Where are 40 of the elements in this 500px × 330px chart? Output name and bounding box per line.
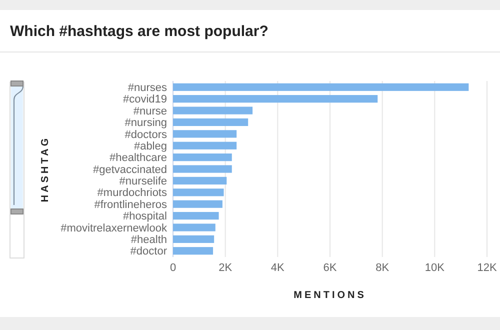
bar <box>173 130 237 138</box>
bar <box>173 247 214 255</box>
y-tick-label: #frontlineheros <box>94 198 168 211</box>
bar <box>173 176 227 184</box>
bar <box>173 200 222 208</box>
bar <box>173 212 219 220</box>
y-tick-label: #nurselife <box>119 176 167 188</box>
y-tick-label: #doctors <box>124 128 168 141</box>
y-axis-title: HASHTAG <box>40 136 51 202</box>
bar <box>173 106 253 114</box>
bar <box>173 188 224 196</box>
x-tick-label: 2K <box>218 262 233 274</box>
x-tick-label: 6K <box>323 262 338 274</box>
y-tick-label: #covid19 <box>122 94 167 106</box>
bar <box>173 165 232 173</box>
y-tick-label: #hospital <box>122 210 167 223</box>
y-tick-label: #nursing <box>124 117 167 130</box>
y-tick-label: #nurses <box>128 82 168 94</box>
y-tick-label: #movitrelaxernewlook <box>60 222 168 234</box>
bar <box>173 224 216 232</box>
x-axis-title: MENTIONS <box>294 290 366 301</box>
y-tick-label: #doctor <box>130 246 168 258</box>
x-tick-label: 0 <box>170 262 176 274</box>
y-tick-label: #health <box>130 234 167 246</box>
bar <box>173 235 214 243</box>
y-tick-label: #murdochriots <box>97 187 168 200</box>
y-tick-label: #getvaccinated <box>93 164 167 176</box>
x-tick-label: 4K <box>270 262 286 274</box>
bar <box>173 118 248 126</box>
x-tick-label: 12K <box>477 262 498 274</box>
x-tick-label: 10K <box>424 262 446 274</box>
y-tick-label: #healthcare <box>110 152 167 164</box>
bar <box>173 95 378 103</box>
y-tick-label: #ableg <box>134 140 167 152</box>
x-tick-label: 8K <box>376 262 390 274</box>
bar <box>173 83 469 91</box>
y-tick-label: #nurse <box>133 105 167 118</box>
bar <box>173 142 237 150</box>
bar <box>173 154 232 162</box>
chart-title: Which #hashtags are most popular? <box>10 23 268 40</box>
